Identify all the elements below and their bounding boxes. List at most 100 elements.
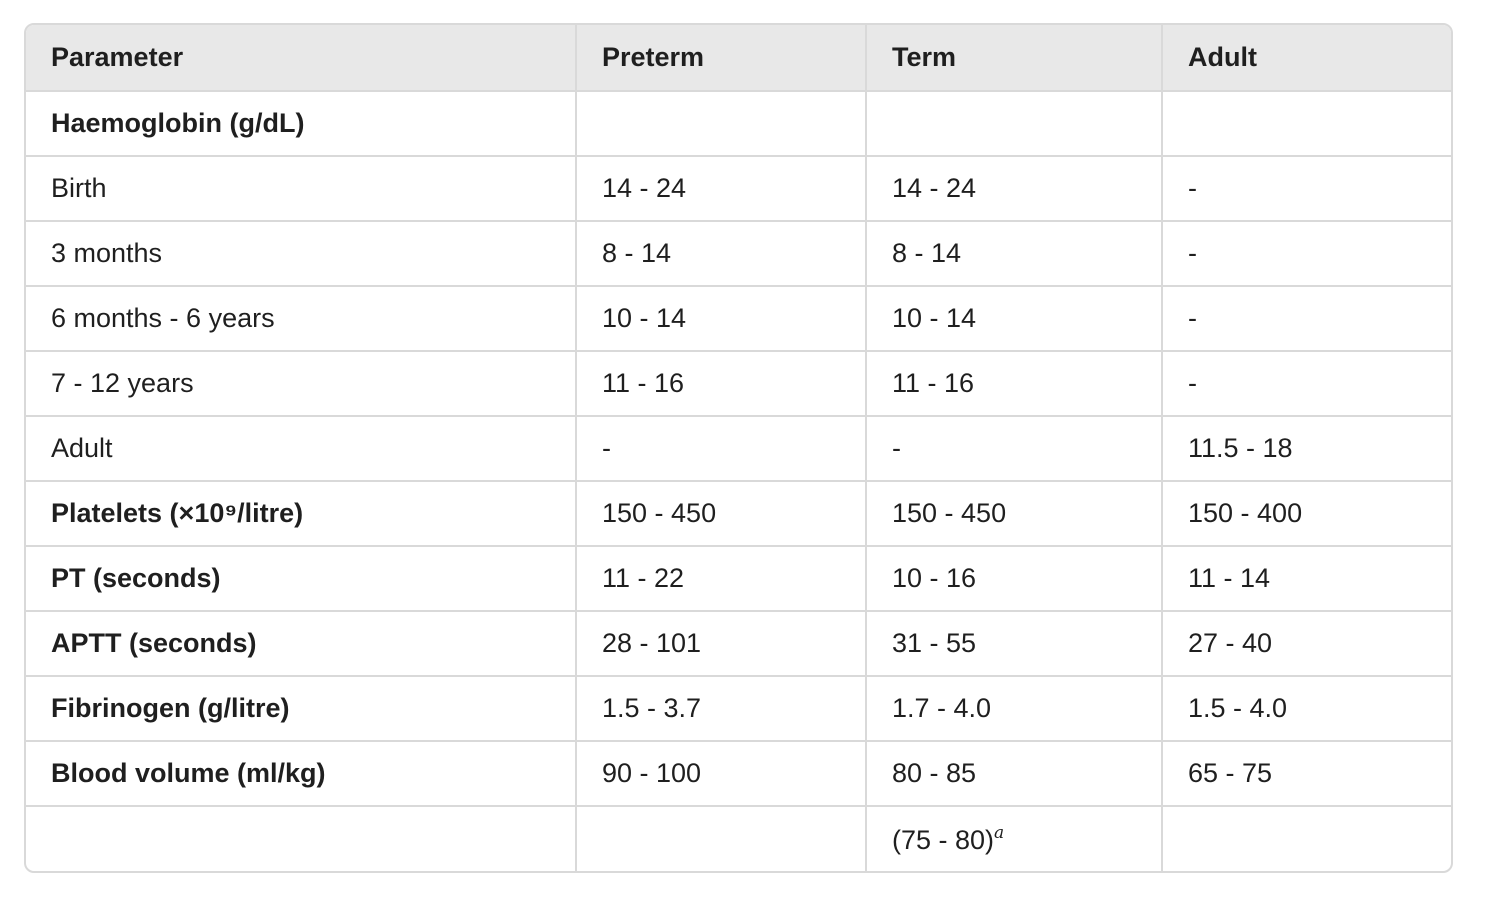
cell-parameter: APTT (seconds) xyxy=(26,611,577,677)
cell-preterm: 14 - 24 xyxy=(576,156,867,222)
cell-text: 27 - 40 xyxy=(1188,628,1273,658)
cell-text: 14 - 24 xyxy=(602,173,687,203)
table-row: 3 months 8 - 14 8 - 14 - xyxy=(26,221,1451,287)
cell-preterm: 11 - 16 xyxy=(576,351,867,417)
cell-text: - xyxy=(1188,368,1197,398)
cell-text: 28 - 101 xyxy=(602,628,702,658)
cell-adult: 65 - 75 xyxy=(1162,741,1451,807)
cell-term xyxy=(866,91,1163,157)
cell-parameter: 7 - 12 years xyxy=(26,351,577,417)
table-row: 7 - 12 years 11 - 16 11 - 16 - xyxy=(26,351,1451,417)
header-preterm: Preterm xyxy=(576,25,867,92)
table-row: Fibrinogen (g/litre) 1.5 - 3.7 1.7 - 4.0 1.… xyxy=(26,676,1451,742)
cell-text: 150 - 450 xyxy=(602,498,717,528)
cell-text: Platelets (×10⁹/litre) xyxy=(51,498,304,528)
cell-parameter: Blood volume (ml/kg) xyxy=(26,741,577,807)
table-body: Haemoglobin (g/dL) Birth 14 - 24 14 - 24-3 … xyxy=(26,91,1451,871)
cell-term: 1.7 - 4.0 xyxy=(866,676,1163,742)
cell-text: Haemoglobin (g/dL) xyxy=(51,108,305,138)
cell-adult: 11.5 - 18 xyxy=(1162,416,1451,482)
header-term: Term xyxy=(866,25,1163,92)
cell-parameter xyxy=(26,806,577,871)
table-row: Platelets (×10⁹/litre) 150 - 450 150 - 450… xyxy=(26,481,1451,547)
table-row: APTT (seconds) 28 - 101 31 - 55 27 - 40 xyxy=(26,611,1451,677)
cell-text: 8 - 14 xyxy=(602,238,672,268)
cell-text: 3 months xyxy=(51,238,163,268)
cell-adult: 1.5 - 4.0 xyxy=(1162,676,1451,742)
cell-preterm: 1.5 - 3.7 xyxy=(576,676,867,742)
cell-text: - xyxy=(1188,173,1197,203)
table-row: 6 months - 6 years 10 - 14 10 - 14 - xyxy=(26,286,1451,352)
cell-preterm: - xyxy=(576,416,867,482)
cell-text: 90 - 100 xyxy=(602,758,702,788)
cell-term: (75 - 80)a xyxy=(866,806,1163,871)
cell-adult: 150 - 400 xyxy=(1162,481,1451,547)
cell-text: Blood volume (ml/kg) xyxy=(51,758,326,788)
table-header: Parameter Preterm Term Adult xyxy=(26,25,1451,92)
footnote-marker: a xyxy=(994,822,1005,843)
cell-adult: - xyxy=(1162,221,1451,287)
cell-text: 8 - 14 xyxy=(892,238,962,268)
cell-text: Adult xyxy=(51,433,113,463)
cell-text: 31 - 55 xyxy=(892,628,977,658)
cell-text: PT (seconds) xyxy=(51,563,221,593)
cell-adult: - xyxy=(1162,351,1451,417)
cell-text: 80 - 85 xyxy=(892,758,977,788)
cell-text: (75 - 80) xyxy=(892,824,995,855)
table-row: Adult - - 11.5 - 18 xyxy=(26,416,1451,482)
cell-term: - xyxy=(866,416,1163,482)
cell-adult: - xyxy=(1162,286,1451,352)
reference-values-table-container: Parameter Preterm Term Adult Haemoglobin… xyxy=(24,23,1453,873)
header-parameter: Parameter xyxy=(26,25,577,92)
cell-text: - xyxy=(602,433,611,463)
cell-adult xyxy=(1162,91,1451,157)
cell-term: 10 - 16 xyxy=(866,546,1163,612)
table-row: Birth 14 - 24 14 - 24 - xyxy=(26,156,1451,222)
cell-parameter: Birth xyxy=(26,156,577,222)
cell-preterm xyxy=(576,91,867,157)
cell-text: 7 - 12 years xyxy=(51,368,194,398)
cell-text: APTT (seconds) xyxy=(51,628,257,658)
cell-parameter: Platelets (×10⁹/litre) xyxy=(26,481,577,547)
cell-text: 1.7 - 4.0 xyxy=(892,693,992,723)
cell-text: 65 - 75 xyxy=(1188,758,1273,788)
cell-parameter: PT (seconds) xyxy=(26,546,577,612)
cell-text: 150 - 400 xyxy=(1188,498,1303,528)
cell-text: 11 - 14 xyxy=(1188,563,1271,593)
cell-parameter: 3 months xyxy=(26,221,577,287)
cell-term: 80 - 85 xyxy=(866,741,1163,807)
cell-text: - xyxy=(892,433,901,463)
cell-parameter: Fibrinogen (g/litre) xyxy=(26,676,577,742)
cell-preterm: 11 - 22 xyxy=(576,546,867,612)
cell-text: 10 - 14 xyxy=(602,303,687,333)
header-row: Parameter Preterm Term Adult xyxy=(26,25,1451,92)
cell-term: 11 - 16 xyxy=(866,351,1163,417)
table-row: Blood volume (ml/kg) 90 - 100 80 - 85 65 - … xyxy=(26,741,1451,807)
table-row: (75 - 80)a xyxy=(26,806,1451,871)
cell-text: Birth xyxy=(51,173,107,203)
cell-text: - xyxy=(1188,303,1197,333)
cell-preterm xyxy=(576,806,867,871)
cell-preterm: 90 - 100 xyxy=(576,741,867,807)
cell-parameter: Haemoglobin (g/dL) xyxy=(26,91,577,157)
cell-adult: - xyxy=(1162,156,1451,222)
cell-term: 31 - 55 xyxy=(866,611,1163,677)
cell-term: 8 - 14 xyxy=(866,221,1163,287)
cell-text: 150 - 450 xyxy=(892,498,1007,528)
cell-text: - xyxy=(1188,238,1197,268)
cell-parameter: Adult xyxy=(26,416,577,482)
cell-text: 10 - 16 xyxy=(892,563,977,593)
cell-text: 1.5 - 4.0 xyxy=(1188,693,1288,723)
cell-text: 11 - 16 xyxy=(602,368,685,398)
cell-term: 150 - 450 xyxy=(866,481,1163,547)
cell-text: 11 - 22 xyxy=(602,563,685,593)
cell-text: 1.5 - 3.7 xyxy=(602,693,702,723)
cell-text: 10 - 14 xyxy=(892,303,977,333)
header-adult: Adult xyxy=(1162,25,1451,92)
table-row: PT (seconds) 11 - 22 10 - 16 11 - 14 xyxy=(26,546,1451,612)
cell-parameter: 6 months - 6 years xyxy=(26,286,577,352)
table-row: Haemoglobin (g/dL) xyxy=(26,91,1451,157)
cell-preterm: 8 - 14 xyxy=(576,221,867,287)
cell-text: 6 months - 6 years xyxy=(51,303,275,333)
cell-adult: 27 - 40 xyxy=(1162,611,1451,677)
